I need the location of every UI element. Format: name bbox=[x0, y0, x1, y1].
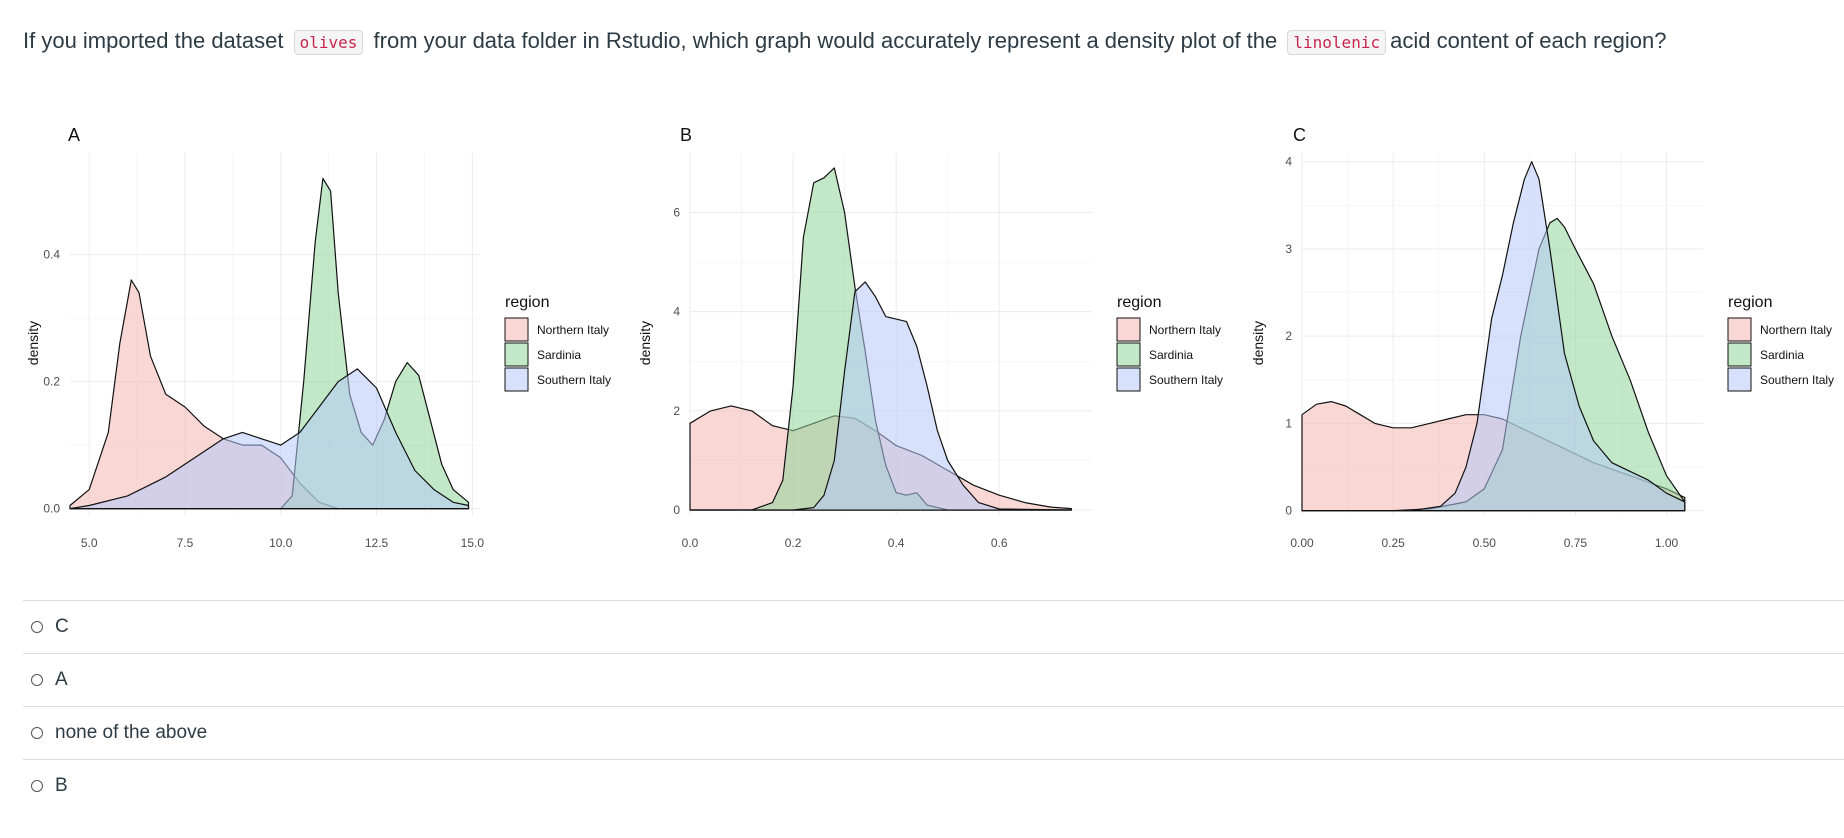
question-part-3: acid content of each region? bbox=[1390, 28, 1667, 53]
y-axis-label: density bbox=[25, 321, 41, 365]
x-tick-label: 0.6 bbox=[991, 536, 1008, 550]
y-tick-label: 0 bbox=[673, 503, 680, 517]
y-tick-label: 0.2 bbox=[43, 375, 60, 389]
chart-panel-a: A 5.0 7.5 10.0 12.5 15.0 0.0 0.2 0.4 density regio… bbox=[25, 125, 611, 550]
legend-label: Northern Italy bbox=[537, 323, 609, 337]
y-tick-label: 2 bbox=[673, 404, 680, 418]
radio-icon[interactable] bbox=[31, 674, 43, 686]
density-area-southern-italy bbox=[689, 281, 1072, 511]
answer-label: C bbox=[55, 616, 69, 637]
panel-label: C bbox=[1293, 125, 1306, 145]
legend-label: Southern Italy bbox=[1760, 373, 1834, 387]
legend-swatch bbox=[504, 342, 529, 367]
legend-label: Sardinia bbox=[1760, 348, 1804, 362]
x-tick-label: 0.00 bbox=[1290, 536, 1314, 550]
legend-swatch bbox=[1727, 342, 1752, 367]
x-tick-label: 0.50 bbox=[1473, 536, 1497, 550]
answer-list: C A none of the above B bbox=[23, 600, 1844, 812]
question-part-1: If you imported the dataset bbox=[23, 28, 284, 53]
y-tick-label: 0.0 bbox=[43, 502, 60, 516]
panel-label: A bbox=[68, 125, 80, 145]
answer-option-b[interactable]: B bbox=[23, 759, 1844, 812]
variable-code: linolenic bbox=[1287, 30, 1387, 55]
legend-swatch bbox=[1727, 317, 1752, 342]
radio-icon[interactable] bbox=[31, 780, 43, 792]
y-axis-label: density bbox=[1250, 321, 1266, 365]
chart-panel-c: C 0.00 0.25 0.50 0.75 1.00 0 1 2 3 4 density region N… bbox=[1250, 125, 1834, 550]
legend-title: region bbox=[505, 294, 549, 311]
y-tick-label: 0 bbox=[1285, 504, 1292, 518]
x-tick-label: 0.25 bbox=[1381, 536, 1405, 550]
answer-option-c[interactable]: C bbox=[23, 600, 1844, 653]
y-tick-label: 1 bbox=[1285, 416, 1292, 430]
x-tick-label: 7.5 bbox=[177, 536, 194, 550]
y-tick-label: 0.4 bbox=[43, 248, 60, 262]
x-tick-label: 12.5 bbox=[365, 536, 389, 550]
legend-label: Southern Italy bbox=[537, 373, 611, 387]
radio-icon[interactable] bbox=[31, 621, 43, 633]
legend-label: Sardinia bbox=[537, 348, 581, 362]
answer-option-none[interactable]: none of the above bbox=[23, 706, 1844, 759]
legend-swatch bbox=[1727, 367, 1752, 392]
y-axis-label: density bbox=[637, 321, 653, 365]
legend-label: Southern Italy bbox=[1149, 373, 1223, 387]
y-tick-label: 3 bbox=[1285, 242, 1292, 256]
x-tick-label: 15.0 bbox=[461, 536, 485, 550]
legend-swatch bbox=[1116, 367, 1141, 392]
chart-panel-b: B 0.0 0.2 0.4 0.6 0 2 4 6 density region Northern I… bbox=[637, 125, 1223, 550]
legend-title: region bbox=[1117, 294, 1161, 311]
question-text: If you imported the dataset olives from … bbox=[23, 24, 1667, 60]
x-tick-label: 0.75 bbox=[1564, 536, 1588, 550]
radio-icon[interactable] bbox=[31, 727, 43, 739]
x-tick-label: 0.4 bbox=[888, 536, 905, 550]
legend-swatch bbox=[1116, 342, 1141, 367]
answer-label: none of the above bbox=[55, 722, 208, 743]
legend-label: Sardinia bbox=[1149, 348, 1193, 362]
density-area-southern-italy bbox=[1301, 161, 1686, 512]
y-tick-label: 6 bbox=[673, 206, 680, 220]
y-tick-label: 2 bbox=[1285, 329, 1292, 343]
x-tick-label: 0.0 bbox=[682, 536, 699, 550]
y-tick-label: 4 bbox=[1285, 155, 1292, 169]
x-tick-label: 10.0 bbox=[269, 536, 293, 550]
legend-label: Northern Italy bbox=[1149, 323, 1221, 337]
panel-label: B bbox=[680, 125, 692, 145]
dataset-code: olives bbox=[293, 30, 364, 55]
x-tick-label: 0.2 bbox=[785, 536, 802, 550]
question-part-2: from your data folder in Rstudio, which … bbox=[373, 28, 1278, 53]
legend-swatch bbox=[504, 367, 529, 392]
legend-label: Northern Italy bbox=[1760, 323, 1832, 337]
density-charts: A5.0 7.5 10.0 12.5 15.00.00.20.4densityregio… bbox=[25, 125, 1834, 550]
answer-label: B bbox=[55, 775, 68, 796]
density-area-southern-italy bbox=[69, 368, 470, 510]
legend-title: region bbox=[1728, 294, 1772, 311]
answer-option-a[interactable]: A bbox=[23, 653, 1844, 706]
x-tick-label: 1.00 bbox=[1655, 536, 1679, 550]
y-tick-label: 4 bbox=[673, 305, 680, 319]
answer-label: A bbox=[55, 669, 68, 690]
x-tick-label: 5.0 bbox=[81, 536, 98, 550]
legend-swatch bbox=[1116, 317, 1141, 342]
legend-swatch bbox=[504, 317, 529, 342]
